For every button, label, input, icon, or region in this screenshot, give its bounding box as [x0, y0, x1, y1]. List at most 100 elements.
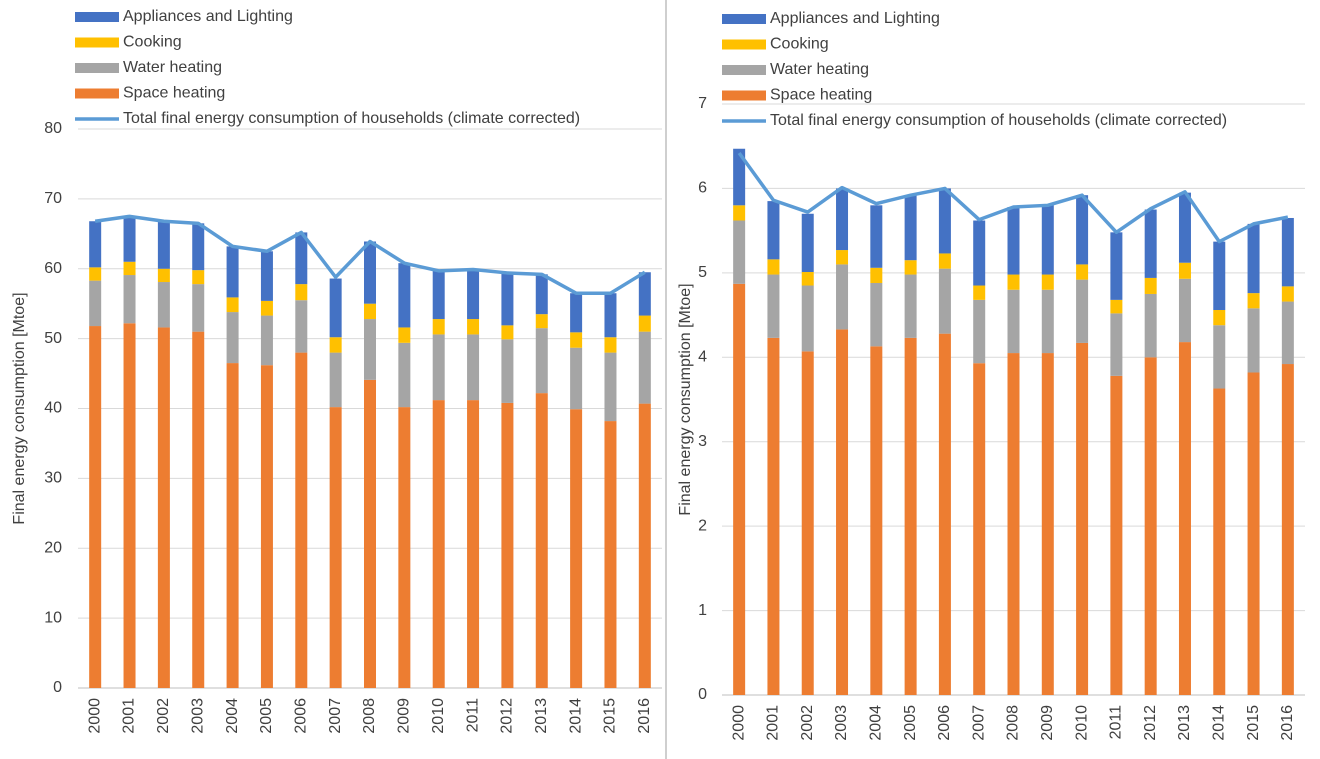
bar-segment	[1213, 310, 1226, 326]
bar-segment	[467, 319, 480, 335]
bar-segment	[432, 270, 445, 320]
bar-segment	[89, 280, 102, 327]
bar-segment	[329, 278, 342, 338]
y-tick-label: 4	[698, 349, 707, 366]
legend-label: Total final energy consumption of househ…	[770, 112, 1227, 129]
bar-segment	[1213, 325, 1226, 389]
bar-segment	[1076, 264, 1089, 280]
bar-segment	[1247, 308, 1260, 373]
y-tick-label: 0	[53, 679, 62, 696]
bar-segment	[1076, 342, 1089, 695]
bar-segment	[295, 232, 308, 285]
bar-segment	[398, 263, 411, 328]
legend-label: Space heating	[770, 87, 872, 104]
bar-segment	[1144, 209, 1157, 278]
bar-segment	[836, 329, 849, 695]
bar-segment	[733, 148, 746, 206]
legend-swatch	[722, 90, 766, 101]
bar-segment	[432, 319, 445, 335]
bar-segment	[1247, 372, 1260, 695]
x-tick-label: 2003	[189, 698, 206, 734]
x-tick-label: 2012	[1142, 705, 1159, 741]
y-tick-label: 1	[698, 602, 707, 619]
bar-segment	[398, 327, 411, 343]
bar-segment	[1041, 274, 1054, 290]
bar-segment	[89, 221, 102, 268]
bar-segment	[570, 293, 583, 333]
bar-segment	[260, 365, 273, 688]
legend-label: Water heating	[123, 59, 222, 76]
bar-segment	[801, 213, 814, 273]
bar-segment	[535, 314, 548, 329]
x-tick-label: 2009	[396, 698, 413, 734]
bar-segment	[295, 284, 308, 301]
legend-label: Cooking	[123, 34, 182, 51]
bar-segment	[1007, 353, 1020, 695]
bar-segment	[398, 342, 411, 408]
bar-segment	[1007, 207, 1020, 275]
bar-segment	[733, 220, 746, 284]
bar-segment	[1007, 289, 1020, 354]
y-tick-label: 6	[698, 180, 707, 197]
bar-segment	[767, 259, 780, 275]
bar-segment	[1247, 293, 1260, 309]
bar-segment	[364, 379, 376, 688]
bar-segment	[260, 300, 273, 316]
bar-segment	[1144, 277, 1157, 294]
bar-segment	[870, 282, 883, 347]
bar-segment	[157, 221, 170, 269]
legend-swatch	[75, 12, 119, 22]
y-tick-label: 7	[698, 95, 707, 112]
bar-segment	[904, 195, 917, 261]
bar-segment	[226, 297, 239, 313]
bar-segment	[89, 326, 102, 688]
total-line	[737, 151, 1289, 244]
bar-segment	[870, 267, 883, 283]
bar-segment	[535, 274, 548, 315]
bar-segment	[1076, 279, 1089, 343]
x-tick-label: 2014	[567, 698, 584, 734]
y-tick-label: 40	[44, 400, 62, 417]
bar-segment	[192, 284, 205, 332]
y-tick-label: 5	[698, 264, 707, 281]
bar-segment	[1076, 195, 1089, 265]
legend-label: Space heating	[123, 85, 225, 102]
bar-segment	[973, 220, 986, 286]
total-line	[94, 214, 646, 295]
legend-label: Water heating	[770, 61, 869, 78]
bar-segment	[1041, 353, 1054, 695]
bar-segment	[535, 328, 548, 394]
x-tick-label: 2009	[1039, 705, 1056, 741]
x-tick-label: 2015	[602, 698, 619, 734]
bar-segment	[192, 270, 205, 285]
bar-segment	[638, 272, 651, 316]
bar-segment	[432, 400, 445, 688]
bar-segment	[767, 201, 780, 260]
bar-segment	[157, 327, 170, 688]
bar-segment	[604, 293, 617, 338]
bar-segment	[123, 323, 136, 688]
bar-segment	[904, 260, 917, 275]
bar-segment	[157, 282, 170, 328]
x-tick-label: 2013	[533, 698, 550, 734]
y-tick-label: 0	[698, 686, 707, 703]
bar-segment	[501, 339, 514, 403]
bar-segment	[1281, 217, 1294, 287]
bar-segment	[329, 337, 342, 353]
x-tick-label: 2012	[499, 698, 516, 734]
bar-segment	[1110, 232, 1123, 300]
bar-segment	[801, 272, 814, 286]
bar-segment	[638, 315, 651, 332]
bar-segment	[1247, 223, 1260, 294]
x-tick-label: 2008	[361, 698, 378, 734]
bar-segment	[938, 188, 951, 254]
bar-segment	[295, 352, 308, 688]
legend-swatch	[722, 65, 766, 75]
bar-segment	[767, 337, 780, 695]
bar-segment	[1041, 205, 1054, 275]
bar-segment	[938, 268, 951, 334]
y-tick-label: 20	[44, 539, 62, 556]
x-tick-label: 2002	[799, 705, 816, 741]
bar-segment	[260, 251, 273, 301]
